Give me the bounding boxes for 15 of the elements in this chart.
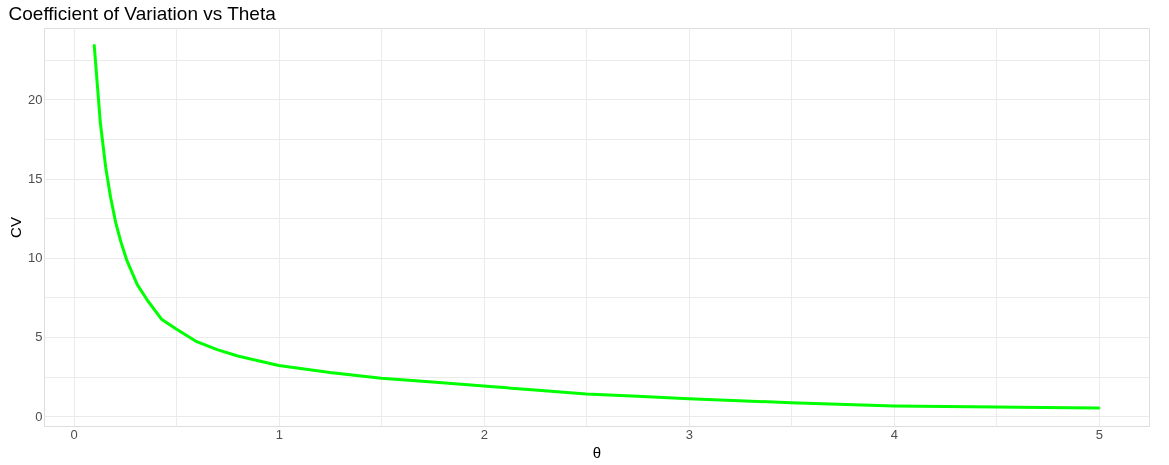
y-tick-label: 10: [28, 250, 43, 266]
x-tick-label: 2: [480, 426, 488, 442]
x-tick-label: 0: [70, 426, 78, 442]
x-axis-title: θ: [592, 443, 602, 461]
x-tick-label: 3: [685, 426, 693, 442]
y-tick-label: 15: [28, 171, 43, 187]
y-tick-label: 0: [35, 408, 43, 424]
y-tick-label: 5: [35, 329, 43, 345]
x-tick-label: 5: [1095, 426, 1103, 442]
x-tick-label: 4: [890, 426, 898, 442]
line-series: [92, 43, 1101, 410]
x-tick-label: 1: [275, 426, 283, 442]
chart-title: Coefficient of Variation vs Theta: [8, 3, 277, 24]
y-axis-title: CV: [7, 217, 25, 238]
y-tick-label: 20: [28, 91, 43, 107]
